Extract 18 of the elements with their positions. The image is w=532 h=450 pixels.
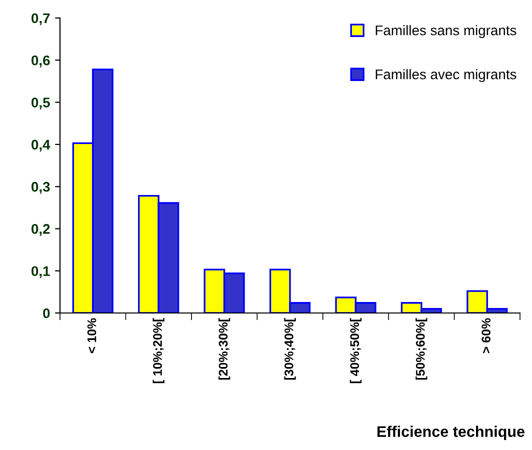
legend-label: Familles sans migrants [376,25,516,38]
x-tick-label: [ 40%;50%[ [350,318,362,384]
x-tick-label: [20%;30%[ [218,318,230,380]
y-tick-label: 0,6 [32,55,50,68]
x-tick-label: [30%;40%[ [284,318,296,380]
x-tick-label: [ 10%;20%[ [152,318,164,384]
y-tick-label: 0,3 [32,182,50,194]
x-tick-label: < 10% [87,318,96,354]
y-tick-label: 0,5 [32,98,50,110]
y-tick-label: 0 [43,308,50,318]
x-axis-title: Efficience technique [377,426,524,440]
y-tick-label: 0,1 [32,266,50,278]
x-tick-label: [50%;60%[ [416,318,428,380]
x-tick-label: > 60% [482,318,490,354]
y-tick-label: 0,7 [32,13,50,26]
y-tick-label: 0,2 [32,224,50,236]
legend-label: Familles avec migrants [376,69,516,82]
y-tick-label: 0,4 [32,140,50,152]
